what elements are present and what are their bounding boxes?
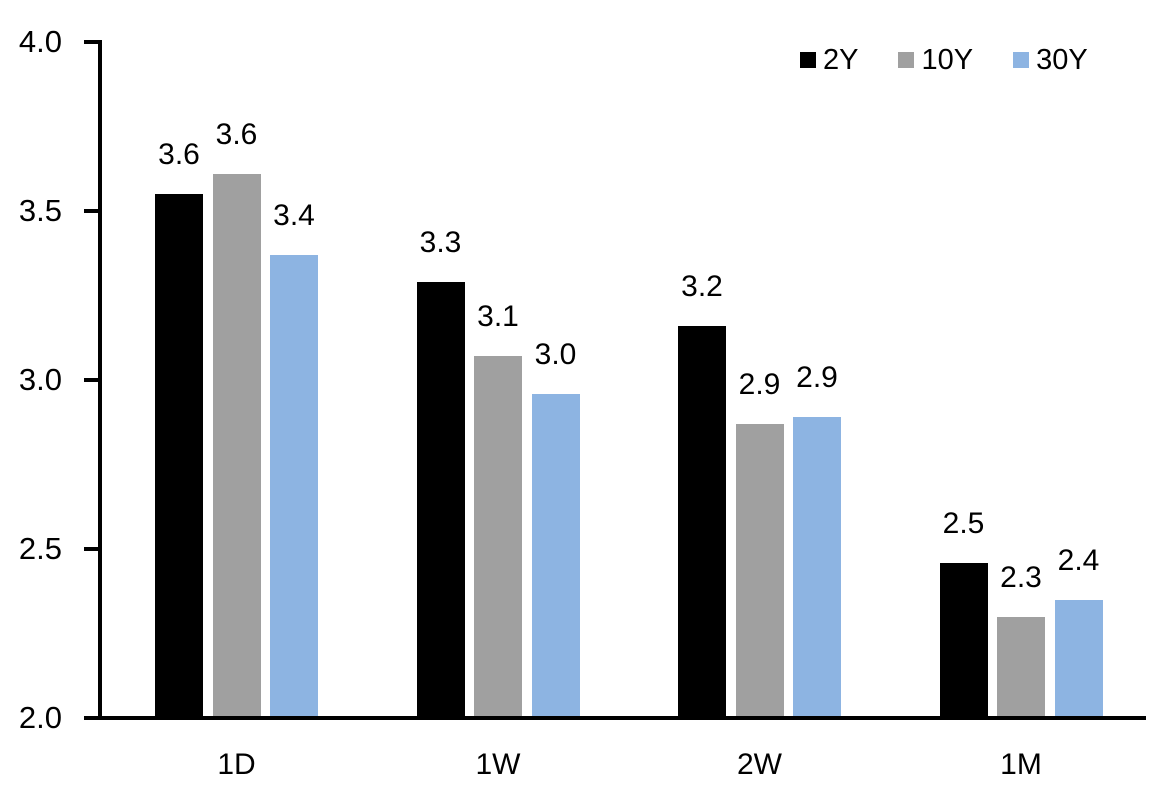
y-tick-mark xyxy=(84,547,102,551)
bar-value-label: 3.2 xyxy=(681,269,723,303)
x-axis-label-2W: 2W xyxy=(737,748,782,781)
legend-swatch-icon xyxy=(800,52,816,68)
bar-10Y-2W xyxy=(735,423,784,716)
y-tick-label: 2.5 xyxy=(18,531,62,566)
bar-30Y-1D xyxy=(270,254,318,716)
bar-10Y-1W xyxy=(474,356,522,716)
bar-2Y-2W xyxy=(678,325,726,716)
bar-value-label: 2.3 xyxy=(1000,560,1042,594)
y-tick-mark xyxy=(84,716,102,720)
legend-item-2Y: 2Y xyxy=(800,44,858,76)
y-tick-label: 3.5 xyxy=(18,193,62,228)
bar-value-label: 2.9 xyxy=(738,367,781,401)
y-tick-label: 2.0 xyxy=(18,700,62,735)
bar-value-label: 2.9 xyxy=(796,361,838,395)
bar-value-label: 2.5 xyxy=(942,506,985,540)
legend-label: 30Y xyxy=(1036,44,1088,76)
legend: 2Y 10Y 30Y xyxy=(800,44,1088,76)
y-tick-mark xyxy=(84,378,102,382)
y-tick-mark xyxy=(84,40,102,44)
legend-label: 2Y xyxy=(823,44,859,76)
y-tick-label: 4.0 xyxy=(18,24,62,59)
legend-swatch-icon xyxy=(1013,52,1030,68)
bar-value-label: 3.4 xyxy=(273,198,315,232)
legend-item-10Y: 10Y xyxy=(898,44,973,76)
x-axis-line xyxy=(98,716,1146,720)
bar-value-label: 3.6 xyxy=(158,138,200,172)
bar-value-label: 3.3 xyxy=(419,225,462,259)
bar-value-label: 3.6 xyxy=(215,117,258,151)
bar-value-label: 2.4 xyxy=(1057,543,1100,577)
bar-2Y-1D xyxy=(155,194,203,716)
x-axis-label-1D: 1D xyxy=(217,748,256,781)
legend-label: 10Y xyxy=(921,44,974,76)
bar-2Y-1W xyxy=(416,281,465,716)
bar-30Y-2W xyxy=(793,417,841,716)
bar-10Y-1M xyxy=(997,616,1045,716)
bar-30Y-1W xyxy=(531,393,580,716)
bar-value-label: 3.0 xyxy=(534,337,577,371)
bar-2Y-1M xyxy=(939,562,988,716)
x-axis-label-1M: 1M xyxy=(1000,748,1042,781)
legend-item-30Y: 30Y xyxy=(1013,44,1088,76)
legend-swatch-icon xyxy=(898,52,915,68)
bar-10Y-1D xyxy=(212,173,261,716)
y-tick-mark xyxy=(84,209,102,213)
x-axis-label-1W: 1W xyxy=(475,748,521,781)
bar-30Y-1M xyxy=(1054,599,1103,716)
y-tick-label: 3.0 xyxy=(18,362,62,397)
bar-value-label: 3.1 xyxy=(477,300,519,334)
